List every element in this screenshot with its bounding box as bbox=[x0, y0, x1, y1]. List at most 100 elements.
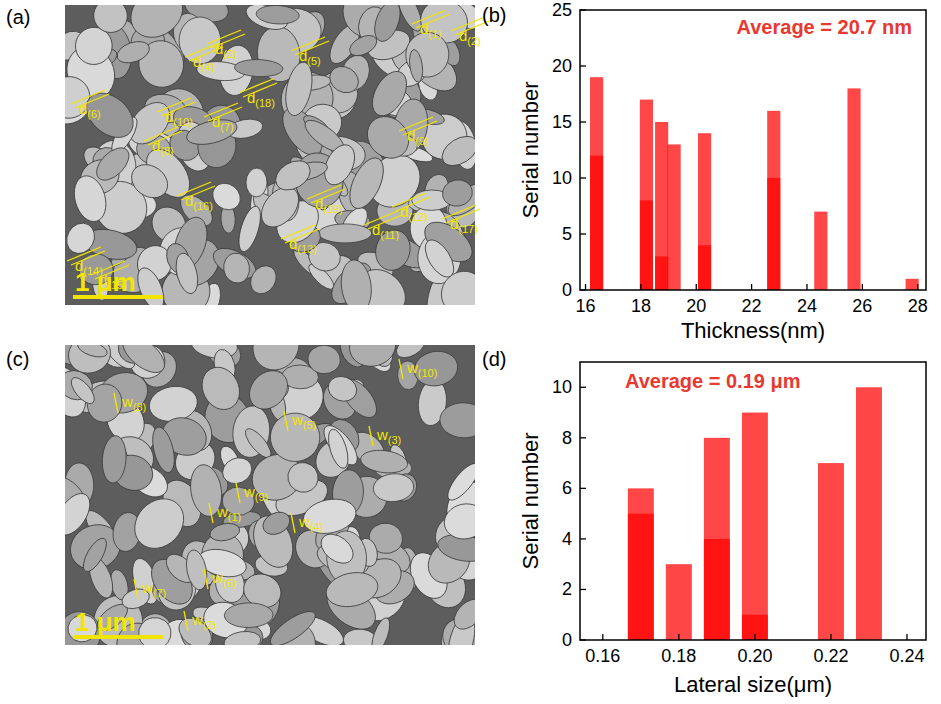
x-tick-label: 0.18 bbox=[661, 646, 696, 666]
measure-label: d(5) bbox=[299, 47, 321, 67]
image-background bbox=[65, 345, 475, 645]
flake bbox=[259, 508, 293, 539]
flake bbox=[69, 172, 111, 225]
label-main: d bbox=[315, 195, 323, 212]
measure-line bbox=[157, 98, 191, 112]
image-background bbox=[65, 5, 475, 305]
flake bbox=[222, 251, 252, 285]
measure-label: w(1) bbox=[216, 503, 241, 523]
label-main: w bbox=[121, 393, 133, 410]
flake bbox=[307, 345, 341, 375]
y-axis-title: Serial number bbox=[518, 433, 543, 570]
x-tick bbox=[862, 284, 863, 290]
histogram: 161820222426280510152025Thickness(nm)Ser… bbox=[482, 0, 928, 343]
flake bbox=[370, 5, 405, 45]
measure-label: d(16) bbox=[185, 192, 213, 212]
figure: d(1)d(2)d(3)d(4)d(5)d(6)d(7)d(8)d(9)d(10… bbox=[0, 0, 941, 704]
x-tick-label: 0.24 bbox=[889, 646, 924, 666]
measure-label: w(3) bbox=[376, 426, 401, 446]
bar bbox=[628, 488, 654, 640]
x-tick bbox=[830, 634, 831, 640]
flake bbox=[411, 348, 461, 390]
label-main: d bbox=[247, 89, 255, 106]
label-sub: (5) bbox=[307, 55, 320, 67]
label-main: w bbox=[211, 569, 223, 586]
panel-letter: (a) bbox=[6, 6, 30, 28]
label-main: d bbox=[420, 20, 428, 37]
flake bbox=[437, 130, 475, 171]
measure-label: d(13) bbox=[289, 235, 317, 255]
flake bbox=[79, 535, 111, 575]
measure-line bbox=[185, 43, 219, 57]
flake bbox=[441, 500, 475, 542]
measure-line bbox=[281, 225, 315, 239]
measure-line bbox=[399, 359, 403, 379]
plot-frame bbox=[580, 10, 926, 290]
measure-label: d(1) bbox=[420, 20, 442, 40]
bar bbox=[590, 77, 603, 290]
bars bbox=[628, 387, 882, 640]
x-tick-label: 26 bbox=[852, 296, 872, 316]
flakes bbox=[65, 345, 475, 645]
flake bbox=[91, 142, 135, 186]
flake bbox=[440, 177, 474, 208]
label-main: d bbox=[299, 47, 307, 64]
flake bbox=[136, 615, 173, 645]
measure-label: d(7) bbox=[212, 113, 234, 133]
sem-image: w(1)w(2)w(3)w(4)w(5)w(6)w(7)w(8)w(9)w(10… bbox=[37, 313, 504, 680]
measure-label: w(6) bbox=[211, 569, 236, 589]
plot-frame bbox=[580, 362, 926, 640]
x-tick-label: 24 bbox=[797, 296, 817, 316]
label-sub: (8) bbox=[160, 145, 173, 157]
flake bbox=[114, 38, 152, 67]
y-tick-label: 15 bbox=[552, 112, 572, 132]
flake bbox=[207, 178, 245, 216]
label-main: w bbox=[376, 426, 388, 443]
label-sub: (11) bbox=[380, 229, 399, 241]
label-sub: (3) bbox=[388, 434, 401, 446]
histogram: 0.160.180.200.220.240246810Lateral size(… bbox=[482, 348, 926, 697]
label-main: d bbox=[407, 127, 415, 144]
measure-label: d(4) bbox=[193, 53, 215, 73]
measure-line bbox=[239, 79, 273, 93]
bar bbox=[628, 514, 654, 640]
x-axis-title: Lateral size(μm) bbox=[674, 672, 832, 697]
flake bbox=[246, 168, 267, 197]
label-sub: (19) bbox=[323, 203, 343, 215]
x-tick bbox=[602, 634, 603, 640]
label-sub: (10) bbox=[173, 116, 193, 128]
measure-line bbox=[207, 30, 241, 44]
y-tick bbox=[580, 9, 586, 10]
y-tick bbox=[580, 437, 586, 438]
x-tick bbox=[640, 284, 641, 290]
flake bbox=[420, 235, 460, 281]
measure-label: d(9) bbox=[407, 127, 429, 147]
y-tick-label: 25 bbox=[552, 0, 572, 20]
label-sub: (9) bbox=[255, 491, 268, 503]
flake bbox=[235, 204, 265, 254]
x-tick-label: 0.16 bbox=[585, 646, 620, 666]
measure-line bbox=[284, 411, 288, 431]
bar bbox=[818, 463, 844, 640]
x-axis-title: Thickness(nm) bbox=[681, 318, 825, 343]
measure-label: d(8) bbox=[152, 137, 174, 157]
bar bbox=[767, 178, 780, 290]
flake bbox=[245, 261, 281, 299]
label-sub: (1) bbox=[228, 511, 241, 523]
label-main: w bbox=[243, 483, 255, 500]
flake bbox=[270, 155, 315, 196]
measure-line bbox=[451, 17, 485, 31]
label-sub: (4) bbox=[310, 521, 323, 533]
bar bbox=[742, 413, 768, 640]
label-main: d bbox=[400, 203, 408, 220]
measure-line bbox=[291, 37, 325, 51]
flake bbox=[359, 108, 417, 167]
y-tick bbox=[580, 589, 586, 590]
x-tick bbox=[906, 634, 907, 640]
x-tick-label: 18 bbox=[631, 296, 651, 316]
measure-line bbox=[399, 117, 433, 131]
bar bbox=[668, 144, 681, 290]
y-axis-title: Serial number bbox=[518, 82, 543, 219]
measure-label: d(10) bbox=[165, 108, 193, 128]
measure-line bbox=[307, 185, 341, 199]
